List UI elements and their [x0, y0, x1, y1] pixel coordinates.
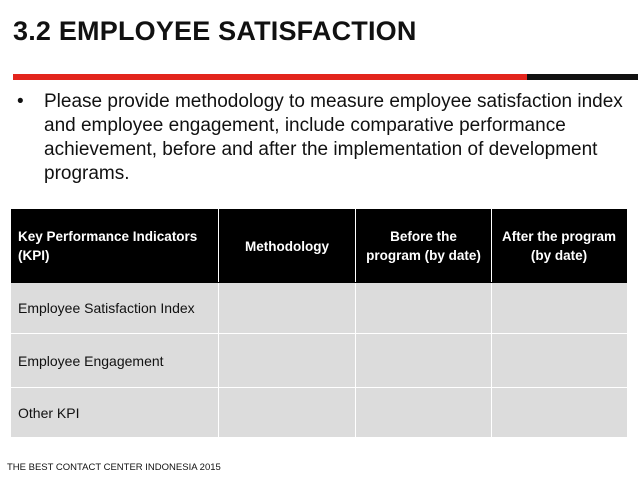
after-cell — [491, 282, 627, 334]
slide-title: 3.2 EMPLOYEE SATISFACTION — [13, 16, 417, 46]
kpi-name-cell: Other KPI — [11, 387, 219, 438]
footer-text: THE BEST CONTACT CENTER INDONESIA 2015 — [7, 462, 221, 473]
after-cell — [491, 333, 627, 388]
table-row: Employee Satisfaction Index — [11, 282, 627, 334]
methodology-cell — [218, 333, 356, 388]
header-kpi: Key Performance Indicators (KPI) — [11, 209, 219, 283]
bullet-text: Please provide methodology to measure em… — [44, 91, 623, 184]
kpi-table: Key Performance Indicators (KPI) Methodo… — [11, 209, 627, 438]
kpi-name-cell: Employee Satisfaction Index — [11, 282, 219, 334]
title-divider-black — [527, 74, 638, 80]
before-cell — [355, 282, 492, 334]
table-row: Other KPI — [11, 387, 627, 438]
before-cell — [355, 333, 492, 388]
methodology-cell — [218, 387, 356, 438]
header-methodology: Methodology — [218, 209, 356, 283]
methodology-cell — [218, 282, 356, 334]
kpi-name-cell: Employee Engagement — [11, 333, 219, 388]
header-before-program: Before the program (by date) — [355, 209, 492, 283]
table-row: Employee Engagement — [11, 333, 627, 388]
bullet-point: • Please provide methodology to measure … — [13, 90, 623, 186]
header-after-program: After the program (by date) — [491, 209, 627, 283]
after-cell — [491, 387, 627, 438]
before-cell — [355, 387, 492, 438]
bullet-marker: • — [17, 91, 24, 112]
title-divider-red — [13, 74, 527, 80]
table-header-row: Key Performance Indicators (KPI) Methodo… — [11, 209, 627, 283]
